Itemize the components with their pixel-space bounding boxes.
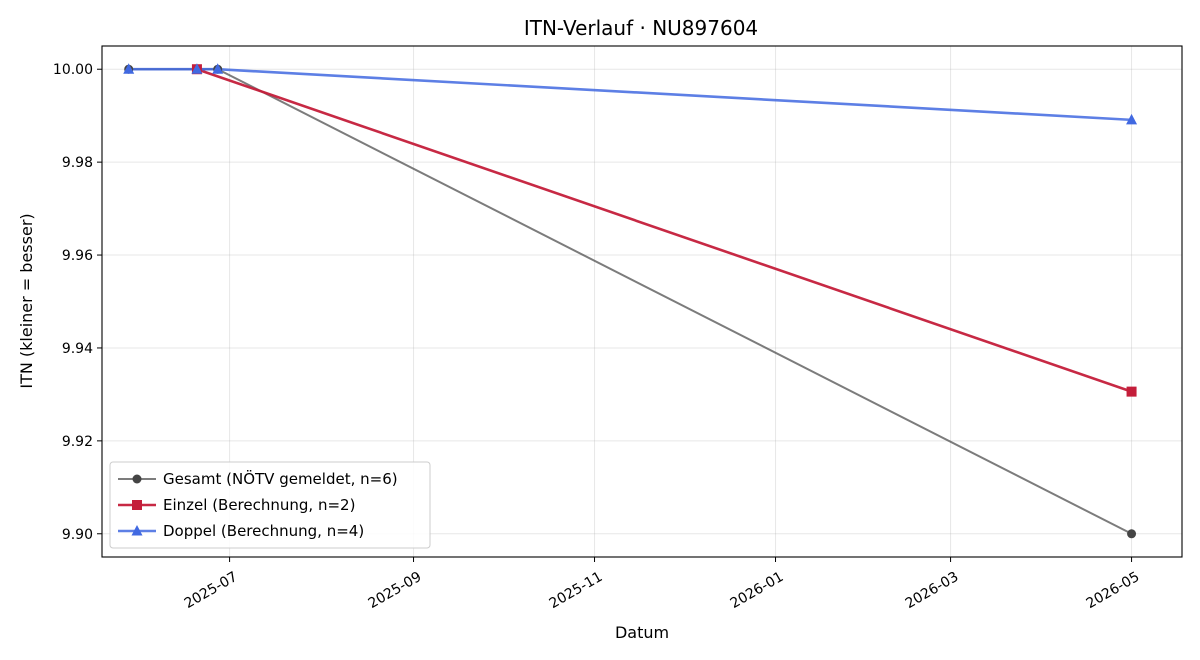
y-tick-label: 9.92 bbox=[62, 434, 93, 450]
legend-box bbox=[109, 461, 431, 549]
x-axis-label: Datum bbox=[615, 623, 669, 642]
doppel-legend-marker bbox=[131, 525, 143, 536]
gesamt-legend-label: Gesamt (NÖTV gemeldet, n=6) bbox=[163, 469, 398, 488]
chart-title: ITN-Verlauf · NU897604 bbox=[524, 16, 758, 40]
y-tick-label: 9.94 bbox=[62, 341, 93, 357]
x-tick-label: 2026-01 bbox=[728, 569, 787, 612]
doppel-data-point bbox=[191, 63, 203, 74]
x-tick-label: 2026-03 bbox=[903, 569, 962, 612]
y-tick-label: 9.90 bbox=[62, 527, 93, 543]
y-tick-label: 9.98 bbox=[62, 155, 93, 171]
gesamt-data-point bbox=[1127, 529, 1137, 539]
einzel-legend-marker bbox=[132, 500, 142, 510]
series-lines bbox=[128, 67, 1133, 535]
legend: Gesamt (NÖTV gemeldet, n=6) Einzel (Berec… bbox=[109, 461, 431, 549]
x-tick-label: 2026-05 bbox=[1084, 569, 1143, 612]
doppel-data-point bbox=[1126, 113, 1138, 125]
doppel-series-line bbox=[128, 67, 1132, 122]
einzel-series-line bbox=[196, 67, 1132, 393]
x-tick-label: 2025-07 bbox=[182, 569, 241, 612]
gesamt-legend-marker bbox=[132, 474, 142, 484]
einzel-data-point bbox=[1126, 386, 1137, 397]
x-axis-ticks: 2025-07 2025-09 2025-11 2026-01 2026-03 2026-… bbox=[182, 557, 1143, 612]
y-axis-label: ITN (kleiner = besser) bbox=[17, 213, 36, 388]
plot-frame bbox=[101, 45, 1183, 558]
series-markers bbox=[123, 63, 1138, 539]
y-tick-label: 10.00 bbox=[53, 62, 93, 78]
x-tick-label: 2025-09 bbox=[366, 569, 425, 612]
doppel-data-point bbox=[123, 63, 135, 74]
y-axis-ticks: 9.90 9.92 9.94 9.96 9.98 10.00 bbox=[53, 62, 102, 543]
doppel-data-point bbox=[212, 63, 224, 74]
doppel-legend-label: Doppel (Berechnung, n=4) bbox=[163, 522, 364, 540]
x-tick-label: 2025-11 bbox=[547, 569, 606, 612]
einzel-legend-label: Einzel (Berechnung, n=2) bbox=[163, 496, 355, 514]
y-tick-label: 9.96 bbox=[62, 248, 93, 264]
